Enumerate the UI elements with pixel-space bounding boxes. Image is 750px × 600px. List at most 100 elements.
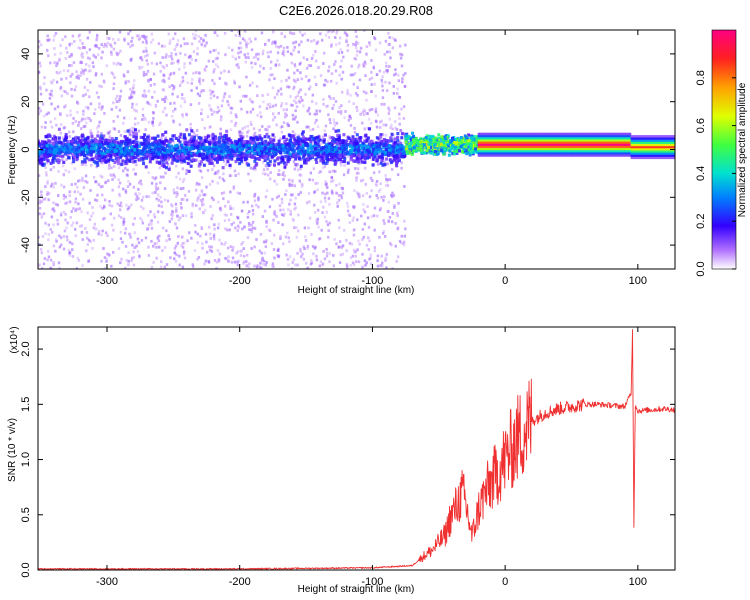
spectrogram-cell (38, 152, 41, 156)
spectrogram-cell (314, 101, 318, 105)
spectrogram-cell (112, 47, 116, 51)
spectrogram-cell (101, 206, 104, 210)
spectrogram-cell (359, 112, 362, 116)
spectrogram-cell (404, 72, 407, 75)
spectrogram-cell (384, 259, 387, 262)
spectrogram-cell (196, 198, 199, 202)
spectrogram-cell (203, 138, 207, 143)
spectrogram-cell (298, 100, 302, 104)
spectrogram-cell (245, 110, 249, 114)
spectrogram-cell (221, 149, 225, 153)
spectrogram-cell (299, 142, 303, 146)
spectrogram-cell (38, 263, 41, 267)
spectrogram-cell (118, 192, 121, 196)
spectrogram-cell (65, 201, 69, 205)
spectrogram-cell (237, 259, 240, 263)
spectrogram-cell (202, 145, 206, 150)
spectrogram-cell (292, 150, 296, 154)
spectrogram-cell (351, 141, 355, 145)
spectrogram-cell (200, 112, 203, 116)
spectrogram-cell (363, 139, 367, 143)
spectrogram-cell (120, 204, 123, 208)
spectrogram-cell (132, 155, 136, 160)
spectrogram-cell (53, 47, 56, 50)
spectrogram-cell (99, 155, 103, 160)
spectrogram-cell (89, 69, 92, 73)
spectrogram-cell (352, 42, 355, 46)
spectrogram-cell (64, 202, 67, 205)
spectrogram-cell (95, 36, 99, 40)
spectrogram-cell (170, 54, 173, 58)
spectrogram-cell (337, 146, 341, 150)
spectrogram-cell (181, 93, 184, 96)
spectrogram-cell (77, 140, 81, 144)
spectrogram-cell (145, 156, 149, 160)
spectrogram-cell (84, 68, 87, 72)
spectrogram-cell (181, 79, 185, 83)
spectrogram-cell (326, 191, 329, 195)
spectrogram-cell (370, 90, 373, 93)
spectrogram-cell (51, 230, 54, 234)
spectrogram-cell (62, 185, 66, 189)
spectrogram-cell (377, 155, 381, 159)
spectrogram-cell (297, 193, 300, 196)
spectrogram-cell (361, 142, 365, 146)
spectrogram-cell (251, 107, 255, 111)
spectrogram-cell (47, 198, 50, 202)
spectrogram-cell (220, 157, 224, 161)
spectrogram-cell (306, 147, 310, 152)
spectrogram-cell (64, 132, 68, 137)
spectrogram-cell (39, 158, 43, 162)
spectrogram-cell (338, 226, 341, 230)
spectrogram-cell (50, 89, 53, 93)
spectrogram-cell (39, 156, 43, 161)
spectrogram-cell (58, 58, 61, 62)
spectrogram-cell (374, 182, 378, 186)
spectrogram-cell (69, 142, 73, 146)
spectrogram-cell (356, 147, 360, 151)
spectrogram-cell (135, 244, 138, 248)
spectrogram-cell (212, 235, 216, 238)
spectrogram-cell (393, 206, 396, 209)
spectrogram-cell (130, 126, 134, 130)
spectrogram-cell (265, 151, 269, 156)
spectrogram-cell (351, 261, 355, 265)
spectrogram-cell (363, 148, 367, 152)
spectrogram-cell (337, 133, 341, 138)
spectrogram-cell (174, 136, 178, 141)
spectrogram-cell (130, 92, 133, 96)
spectrogram-cell (288, 182, 291, 186)
spectrogram-cell (163, 100, 167, 104)
spectrogram-cell (128, 159, 132, 163)
spectrogram-cell (86, 139, 90, 143)
spectrogram-cell (147, 150, 151, 154)
spectrogram-cell (352, 144, 356, 148)
spectrogram-cell (56, 203, 60, 207)
spectrogram-cell (85, 148, 89, 152)
spectrogram-cell (44, 185, 47, 188)
spectrogram-cell (336, 201, 339, 205)
spectrogram-cell (354, 151, 358, 155)
spectrogram-cell (308, 152, 312, 156)
spectrogram-cell (76, 190, 80, 194)
spectrogram-cell (64, 57, 67, 60)
spectrogram-cell (292, 87, 295, 91)
spectrogram-cell (243, 125, 247, 129)
spectrogram-cell (245, 94, 248, 98)
spectrogram-cell (77, 120, 81, 124)
spectrogram-cell (154, 185, 158, 189)
spectrogram-cell (400, 53, 404, 57)
spectrogram-cell (69, 216, 72, 219)
spectrogram-cell (287, 124, 291, 127)
spectrogram-cell (306, 244, 310, 248)
spectrogram-cell (253, 146, 257, 151)
spectrogram-cell (128, 132, 131, 136)
spectrogram-cell (211, 132, 215, 137)
spectrogram-cell (266, 146, 270, 150)
spectrogram-cell (60, 77, 63, 81)
spectrogram-cell (228, 163, 232, 167)
spectrogram-cell (246, 236, 250, 239)
spectrogram-cell (244, 154, 248, 158)
spectrogram-cell (127, 80, 130, 83)
spectrogram-cell (180, 244, 183, 248)
